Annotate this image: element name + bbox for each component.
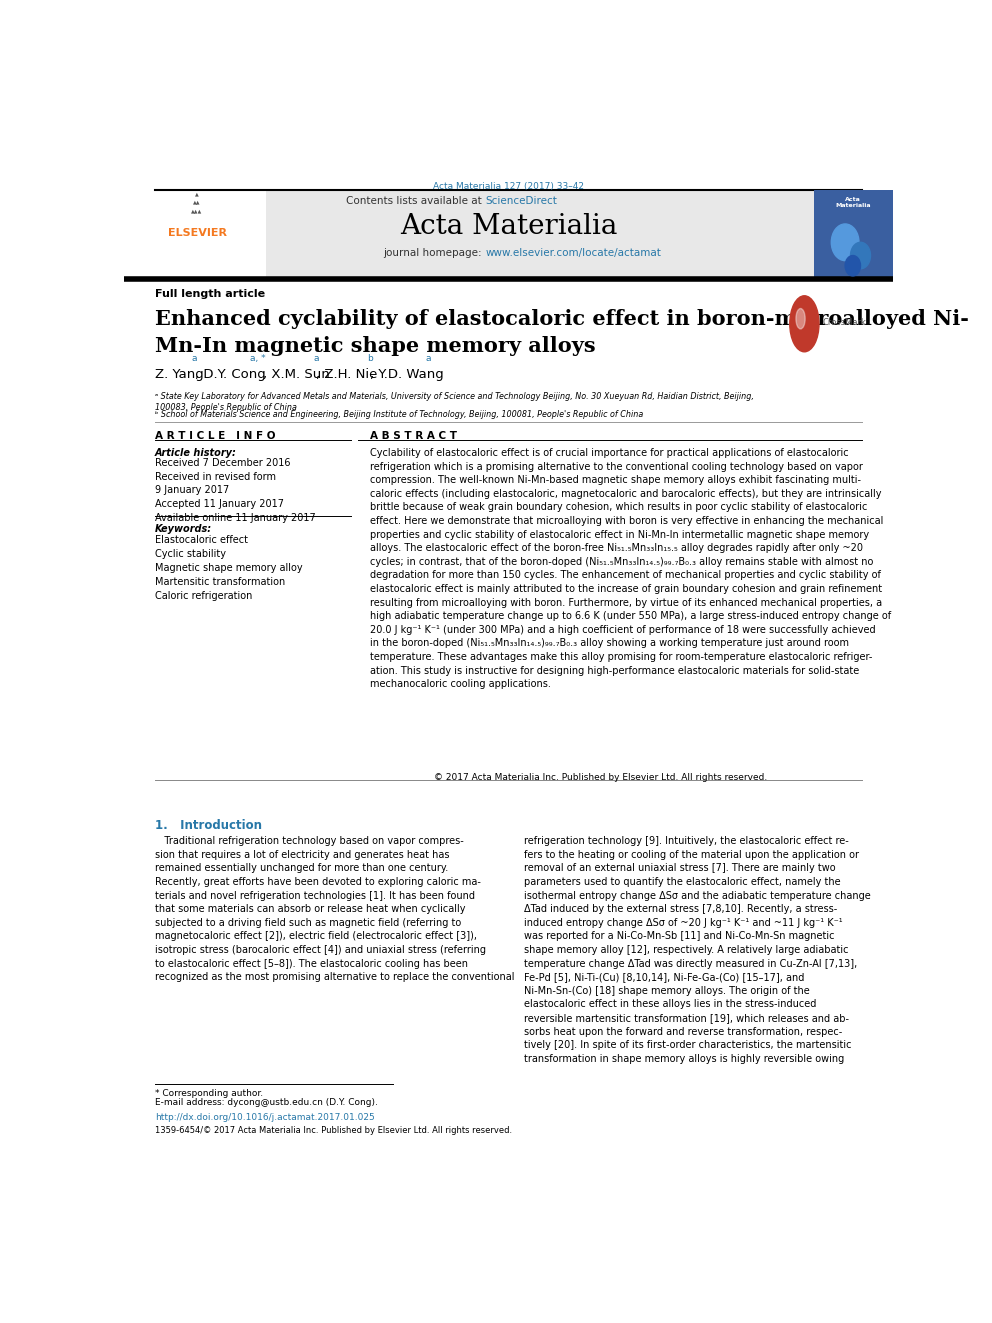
FancyBboxPatch shape bbox=[266, 191, 813, 279]
Text: ᵃ State Key Laboratory for Advanced Metals and Materials, University of Science : ᵃ State Key Laboratory for Advanced Meta… bbox=[155, 392, 754, 413]
Text: ELSEVIER: ELSEVIER bbox=[168, 228, 226, 238]
Text: Enhanced cyclability of elastocaloric effect in boron-microalloyed Ni-: Enhanced cyclability of elastocaloric ef… bbox=[155, 308, 968, 328]
Text: CrossMark: CrossMark bbox=[822, 318, 866, 327]
Text: Full length article: Full length article bbox=[155, 290, 265, 299]
Text: Keywords:: Keywords: bbox=[155, 524, 212, 534]
Text: ▲▲: ▲▲ bbox=[193, 200, 200, 205]
Text: Acta Materialia: Acta Materialia bbox=[400, 213, 617, 239]
Text: Acta Materialia 127 (2017) 33–42: Acta Materialia 127 (2017) 33–42 bbox=[433, 183, 584, 192]
Text: http://dx.doi.org/10.1016/j.actamat.2017.01.025: http://dx.doi.org/10.1016/j.actamat.2017… bbox=[155, 1113, 375, 1122]
Circle shape bbox=[845, 255, 860, 277]
Text: , D.Y. Cong: , D.Y. Cong bbox=[194, 368, 270, 381]
Text: Contents lists available at: Contents lists available at bbox=[346, 196, 485, 206]
Text: ▲: ▲ bbox=[195, 192, 199, 196]
Text: Acta
Materialia: Acta Materialia bbox=[835, 197, 871, 208]
Text: * Corresponding author.: * Corresponding author. bbox=[155, 1089, 263, 1098]
Text: a, *: a, * bbox=[250, 355, 266, 364]
Text: E-mail address: dycong@ustb.edu.cn (D.Y. Cong).: E-mail address: dycong@ustb.edu.cn (D.Y.… bbox=[155, 1098, 378, 1107]
Text: a: a bbox=[426, 355, 431, 364]
Text: a: a bbox=[191, 355, 197, 364]
Text: Received 7 December 2016
Received in revised form
9 January 2017
Accepted 11 Jan: Received 7 December 2016 Received in rev… bbox=[155, 458, 315, 523]
Text: journal homepage:: journal homepage: bbox=[384, 249, 485, 258]
Text: , Z.H. Nie: , Z.H. Nie bbox=[316, 368, 382, 381]
Ellipse shape bbox=[790, 296, 819, 352]
Text: © 2017 Acta Materialia Inc. Published by Elsevier Ltd. All rights reserved.: © 2017 Acta Materialia Inc. Published by… bbox=[434, 773, 767, 782]
Circle shape bbox=[831, 224, 859, 261]
Text: refrigeration technology [9]. Intuitively, the elastocaloric effect re-
fers to : refrigeration technology [9]. Intuitivel… bbox=[524, 836, 871, 1064]
Text: 1359-6454/© 2017 Acta Materialia Inc. Published by Elsevier Ltd. All rights rese: 1359-6454/© 2017 Acta Materialia Inc. Pu… bbox=[155, 1126, 512, 1135]
Text: a: a bbox=[313, 355, 318, 364]
Text: A B S T R A C T: A B S T R A C T bbox=[370, 431, 457, 441]
Ellipse shape bbox=[796, 308, 806, 329]
Text: www.elsevier.com/locate/actamat: www.elsevier.com/locate/actamat bbox=[485, 249, 662, 258]
Text: 1.   Introduction: 1. Introduction bbox=[155, 819, 262, 832]
Text: Elastocaloric effect
Cyclic stability
Magnetic shape memory alloy
Martensitic tr: Elastocaloric effect Cyclic stability Ma… bbox=[155, 534, 303, 601]
Text: b: b bbox=[367, 355, 373, 364]
Text: A R T I C L E   I N F O: A R T I C L E I N F O bbox=[155, 431, 275, 441]
Text: , X.M. Sun: , X.M. Sun bbox=[263, 368, 333, 381]
FancyBboxPatch shape bbox=[813, 191, 893, 279]
Text: , Y.D. Wang: , Y.D. Wang bbox=[370, 368, 448, 381]
Text: Traditional refrigeration technology based on vapor compres-
sion that requires : Traditional refrigeration technology bas… bbox=[155, 836, 514, 982]
Text: Cyclability of elastocaloric effect is of crucial importance for practical appli: Cyclability of elastocaloric effect is o… bbox=[370, 448, 891, 689]
Text: ᵇ School of Materials Science and Engineering, Beijing Institute of Technology, : ᵇ School of Materials Science and Engine… bbox=[155, 410, 643, 419]
Text: ▲▲▲: ▲▲▲ bbox=[191, 209, 202, 214]
Text: ScienceDirect: ScienceDirect bbox=[485, 196, 558, 206]
Circle shape bbox=[850, 242, 871, 269]
Text: Article history:: Article history: bbox=[155, 448, 237, 458]
Text: Mn-In magnetic shape memory alloys: Mn-In magnetic shape memory alloys bbox=[155, 336, 595, 356]
Text: Z. Yang: Z. Yang bbox=[155, 368, 207, 381]
